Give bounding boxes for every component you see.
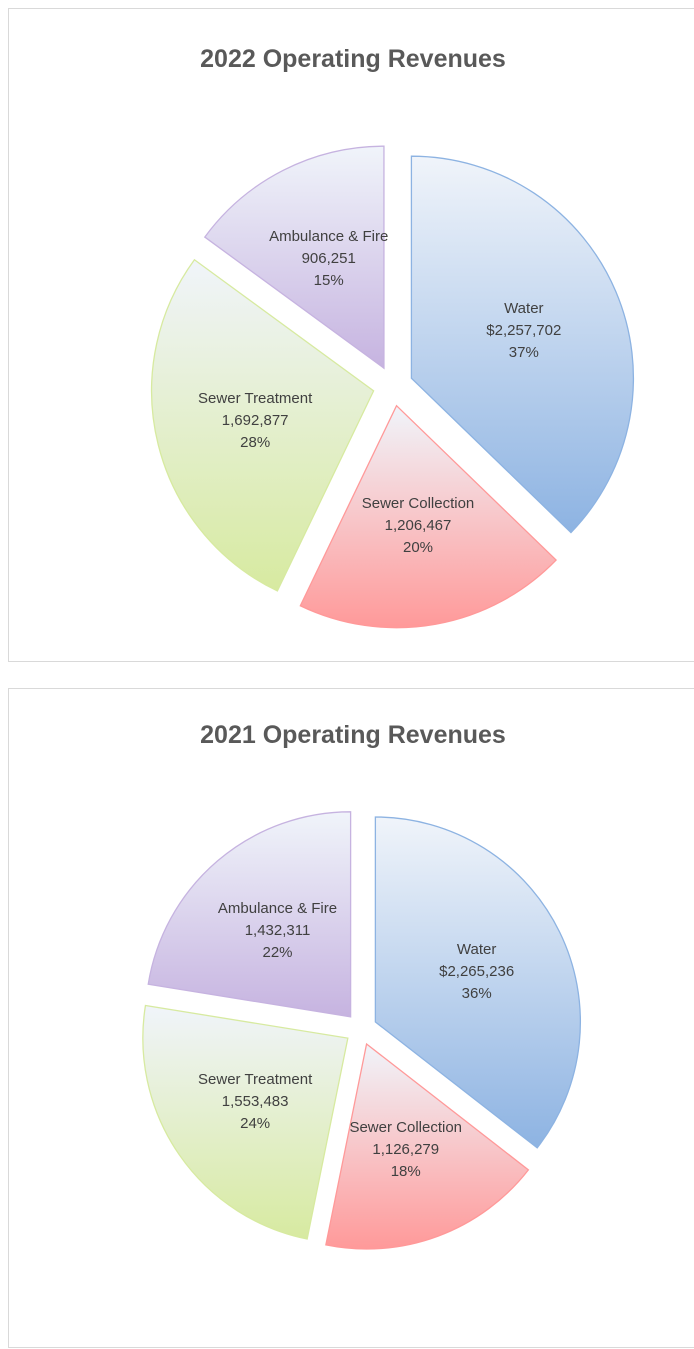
slice-value: 18% [390, 1162, 421, 1180]
pie-slice [147, 811, 352, 1018]
slice-name: Sewer Collection [349, 1118, 463, 1136]
data-label: Water $2,265,236 36% [417, 939, 537, 1005]
slice-name: Ambulance & Fire [269, 228, 389, 246]
pie-slice [151, 258, 375, 592]
slice-value: 1,553,483 [221, 1093, 289, 1111]
slice-value: 22% [262, 943, 293, 961]
slice-name: Sewer Treatment [198, 389, 313, 407]
pie-chart [151, 145, 635, 629]
data-label: Ambulance & Fire 906,251 15% [269, 226, 389, 292]
data-label: Sewer Treatment 1,553,483 24% [195, 1069, 315, 1135]
slice-value: 1,432,311 [244, 921, 311, 939]
slice-value: 20% [402, 538, 434, 556]
slice-name: Sewer Collection [361, 494, 475, 512]
chart-title: 2022 Operating Revenues [200, 45, 506, 73]
slice-name: Water [456, 941, 497, 959]
slice-value: 15% [313, 272, 344, 290]
pie-slice [374, 816, 581, 1149]
data-label: Water $2,257,702 37% [464, 298, 584, 364]
slice-value: 906,251 [301, 250, 356, 268]
chart-panel: 2022 Operating Revenues Water $2,257,702 3… [8, 8, 694, 662]
slice-value: 24% [240, 1115, 271, 1133]
slice-value: 36% [461, 985, 492, 1003]
data-label: Sewer Collection 1,126,279 18% [346, 1117, 466, 1183]
slice-name: Sewer Treatment [198, 1071, 313, 1089]
pie-slice [299, 404, 558, 629]
pie-chart [142, 811, 581, 1250]
slice-value: 37% [508, 343, 539, 361]
slice-name: Ambulance & Fire [217, 899, 338, 917]
data-label: Ambulance & Fire 1,432,311 22% [218, 898, 338, 964]
pie-slice [203, 145, 385, 370]
data-label: Sewer Treatment 1,692,877 28% [195, 388, 315, 454]
pie-slice [410, 155, 635, 534]
chart-title: 2021 Operating Revenues [200, 721, 506, 749]
slice-value: 1,206,467 [384, 516, 452, 534]
slice-name: Water [504, 299, 544, 317]
slice-value: $2,265,236 [439, 963, 515, 981]
slice-value: 1,126,279 [372, 1140, 440, 1158]
slice-value: 1,692,877 [221, 411, 289, 429]
pie-slice [325, 1042, 530, 1250]
pie-slice [142, 1004, 349, 1240]
chart-panel: 2021 Operating Revenues Water $2,265,236 3… [8, 688, 694, 1348]
slice-value: $2,257,702 [486, 321, 562, 339]
data-label: Sewer Collection 1,206,467 20% [358, 493, 478, 559]
slice-value: 28% [240, 433, 271, 451]
